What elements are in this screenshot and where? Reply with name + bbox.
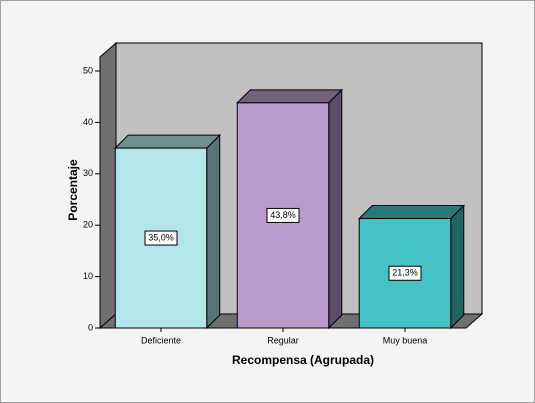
value-label-box: [388, 265, 422, 281]
y-tick-label: 20: [83, 220, 93, 230]
y-tick-label: 40: [83, 117, 93, 127]
value-label-box: [144, 230, 178, 246]
x-axis-title: Recompensa (Agrupada): [232, 353, 374, 367]
y-tick-label: 50: [83, 65, 93, 75]
bar-side: [450, 204, 465, 330]
value-label: 21,3%: [392, 268, 418, 278]
y-tick-label: 0: [88, 322, 93, 332]
bar-side: [206, 133, 221, 330]
y-axis-title: Porcentaje: [66, 159, 80, 221]
y-tick-label: 10: [83, 271, 93, 281]
bar-side: [328, 88, 343, 330]
y-tick-label: 30: [83, 168, 93, 178]
side-wall: [99, 41, 117, 330]
x-tick-label: Deficiente: [141, 335, 181, 345]
x-tick-label: Muy buena: [383, 335, 428, 345]
bar-top: [236, 89, 343, 104]
value-label-box: [266, 207, 300, 223]
bar-top: [114, 134, 221, 149]
x-tick-label: Regular: [267, 335, 299, 345]
value-label: 35,0%: [148, 232, 174, 242]
bar-top: [358, 205, 465, 220]
value-label: 43,8%: [270, 210, 296, 220]
